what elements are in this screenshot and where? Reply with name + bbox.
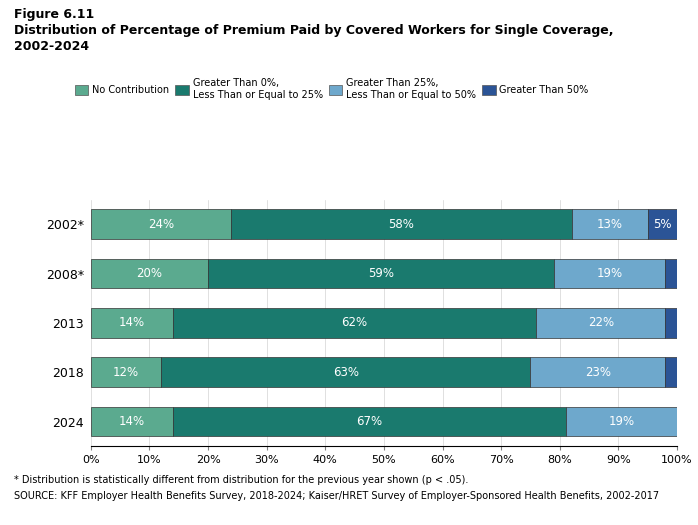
Text: 2002-2024: 2002-2024 xyxy=(14,40,89,53)
Bar xyxy=(91,358,161,387)
Text: 67%: 67% xyxy=(356,415,383,428)
Text: 62%: 62% xyxy=(341,317,368,329)
Bar xyxy=(91,259,208,288)
Bar xyxy=(554,259,665,288)
Text: * Distribution is statistically different from distribution for the previous yea: * Distribution is statistically differen… xyxy=(14,475,468,485)
Bar xyxy=(91,209,232,239)
Text: Distribution of Percentage of Premium Paid by Covered Workers for Single Coverag: Distribution of Percentage of Premium Pa… xyxy=(14,24,614,37)
Bar xyxy=(572,209,648,239)
Text: 22%: 22% xyxy=(588,317,614,329)
Text: 59%: 59% xyxy=(368,267,394,280)
Text: 19%: 19% xyxy=(597,267,623,280)
Text: 14%: 14% xyxy=(119,317,145,329)
Text: 20%: 20% xyxy=(136,267,163,280)
Text: Figure 6.11: Figure 6.11 xyxy=(14,8,94,21)
Text: 23%: 23% xyxy=(585,366,611,379)
Bar xyxy=(565,407,677,436)
Bar xyxy=(536,308,665,338)
Text: 13%: 13% xyxy=(597,218,623,230)
Bar xyxy=(232,209,572,239)
Bar xyxy=(91,308,173,338)
Bar xyxy=(173,407,565,436)
Bar xyxy=(530,358,665,387)
Bar xyxy=(91,407,173,436)
Bar xyxy=(208,259,554,288)
Text: 58%: 58% xyxy=(389,218,415,230)
Bar xyxy=(648,209,677,239)
Text: 19%: 19% xyxy=(608,415,634,428)
Text: 14%: 14% xyxy=(119,415,145,428)
Bar xyxy=(161,358,530,387)
Bar xyxy=(665,358,677,387)
Text: SOURCE: KFF Employer Health Benefits Survey, 2018-2024; Kaiser/HRET Survey of Em: SOURCE: KFF Employer Health Benefits Sur… xyxy=(14,491,659,501)
Legend: No Contribution, Greater Than 0%,
Less Than or Equal to 25%, Greater Than 25%,
L: No Contribution, Greater Than 0%, Less T… xyxy=(75,78,588,100)
Bar xyxy=(665,308,677,338)
Text: 12%: 12% xyxy=(113,366,139,379)
Text: 24%: 24% xyxy=(148,218,174,230)
Text: 63%: 63% xyxy=(333,366,359,379)
Bar xyxy=(173,308,536,338)
Text: 5%: 5% xyxy=(653,218,671,230)
Bar xyxy=(665,259,677,288)
